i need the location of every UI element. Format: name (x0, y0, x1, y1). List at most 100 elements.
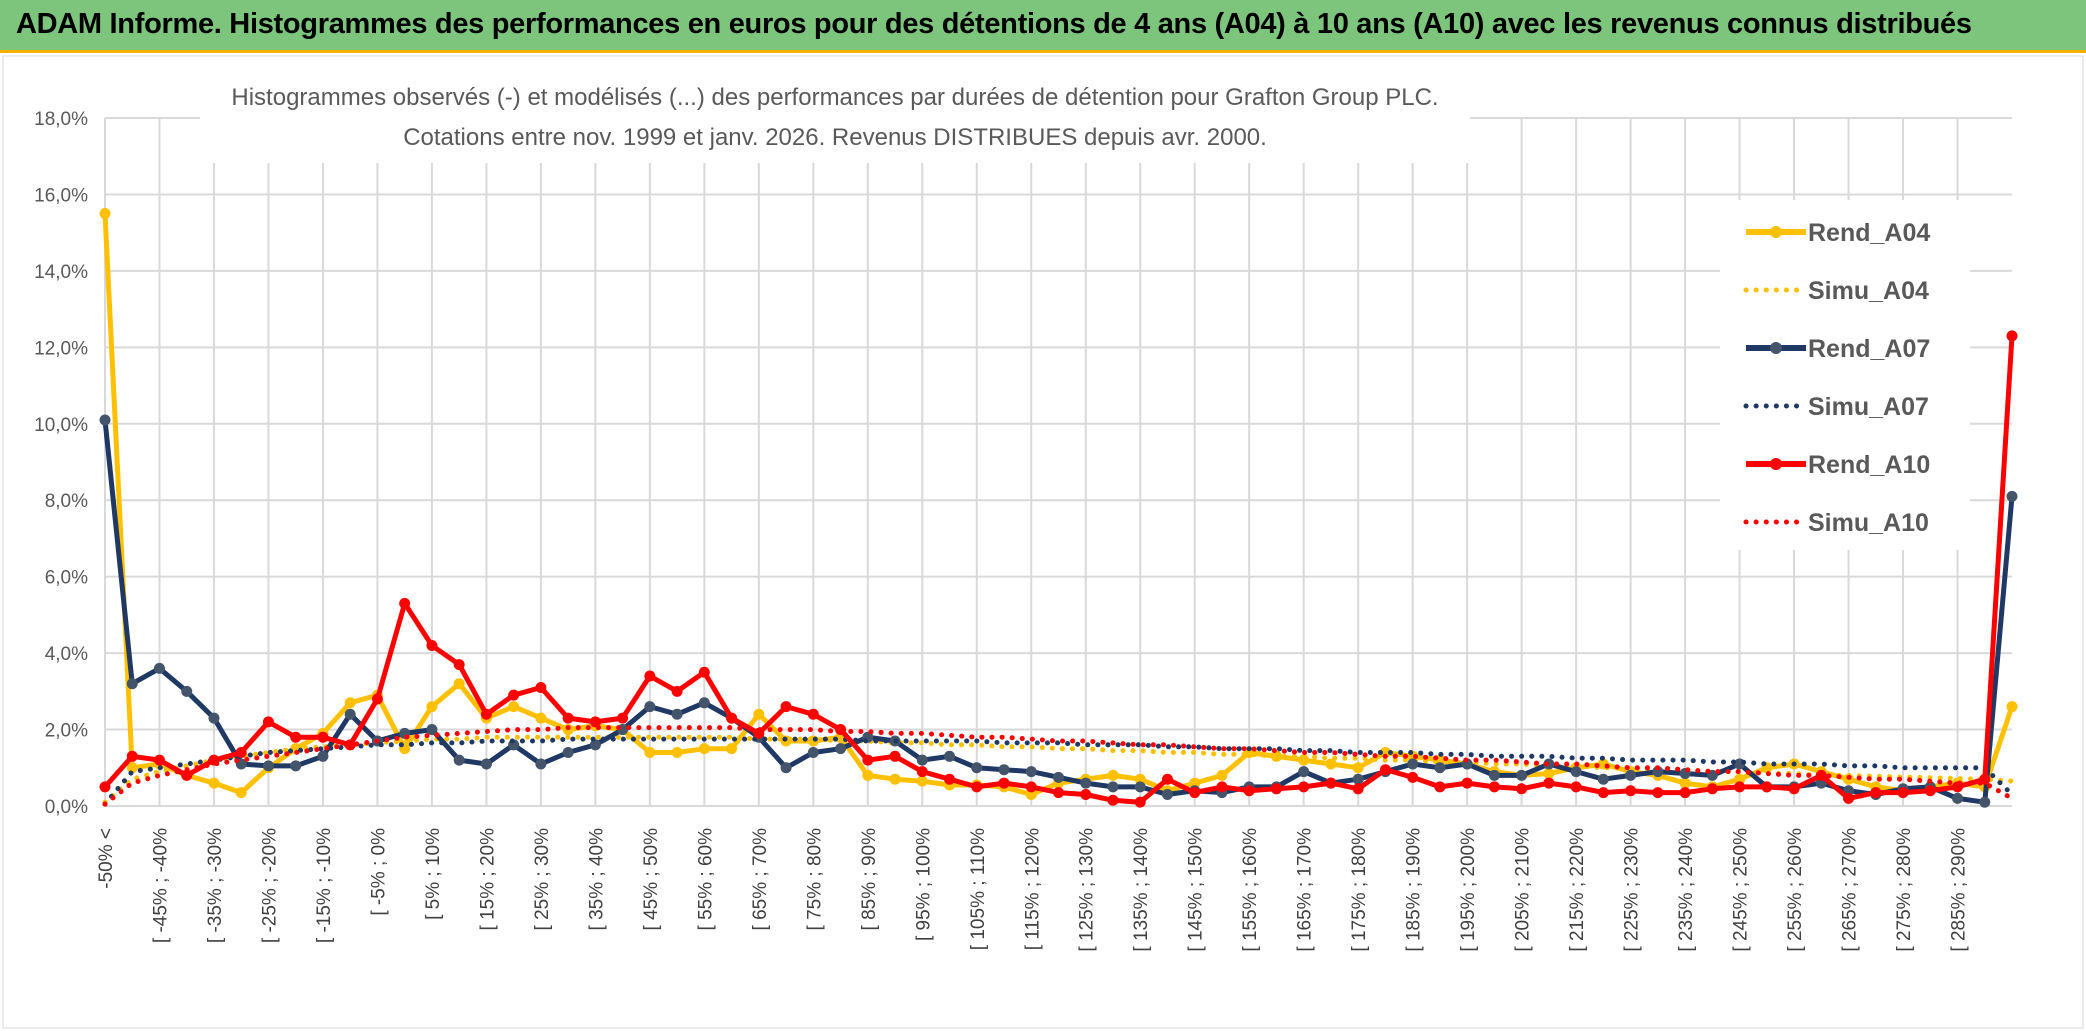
data-point-rend-a10 (426, 639, 438, 651)
data-point-rend-a04 (426, 701, 438, 713)
x-tick-label: [ 105% ; 110% (968, 828, 989, 950)
series-lines (99, 208, 2018, 808)
legend-label-rend-a07: Rend_A07 (1808, 335, 1930, 363)
data-point-rend-a10 (780, 701, 792, 713)
data-point-rend-a04 (1325, 758, 1337, 770)
data-point-rend-a10 (1243, 785, 1255, 797)
x-tick-label: [ 65% ; 70% (750, 828, 771, 931)
data-point-rend-a10 (671, 685, 683, 697)
data-point-rend-a10 (1298, 781, 1310, 793)
x-tick-label: [ 285% ; 290% (1949, 828, 1970, 952)
data-point-rend-a07 (1979, 796, 1991, 808)
y-tick-label: 2,0% (45, 721, 88, 742)
data-point-rend-a07 (2006, 490, 2018, 502)
y-tick-label: 0,0% (45, 797, 88, 818)
data-point-rend-a07 (998, 764, 1010, 776)
data-point-rend-a04 (99, 208, 111, 220)
x-tick-label: [ 115% ; 120% (1022, 828, 1043, 950)
x-tick-label: [ 35% ; 40% (586, 828, 607, 931)
data-point-rend-a10 (944, 773, 956, 785)
data-point-rend-a10 (1570, 781, 1582, 793)
chart-area-border (2, 55, 2084, 1029)
data-point-rend-a04 (1134, 773, 1146, 785)
data-point-rend-a07 (1597, 773, 1609, 785)
x-tick-label: [ 235% ; 240% (1676, 828, 1697, 952)
data-point-rend-a04 (235, 787, 247, 799)
legend-label-rend-a04: Rend_A04 (1808, 219, 1930, 247)
legend-label-rend-a10: Rend_A10 (1808, 451, 1930, 479)
x-tick-label: [ 195% ; 200% (1458, 828, 1479, 952)
data-point-rend-a04 (1025, 789, 1037, 801)
data-point-rend-a07 (1107, 781, 1119, 793)
legend: Rend_A04 Simu_A04 Rend_A07 Simu_A07 Rend_A10… (1720, 200, 1970, 550)
data-point-rend-a10 (971, 781, 983, 793)
x-tick-label: [ 125% ; 130% (1077, 828, 1098, 952)
legend-label-simu-a07: Simu_A07 (1808, 393, 1929, 421)
data-point-rend-a10 (1761, 781, 1773, 793)
data-point-rend-a07 (1080, 777, 1092, 789)
chart-title-box: Histogrammes observés (-) et modélisés (… (200, 75, 1470, 163)
report-title: ADAM Informe. Histogrammes des performan… (16, 8, 1972, 40)
data-point-rend-a10 (1843, 792, 1855, 804)
data-point-rend-a07 (562, 746, 574, 758)
x-tick-label: [ 155% ; 160% (1240, 828, 1261, 952)
report-banner: ADAM Informe. Histogrammes des performan… (0, 0, 2086, 53)
data-point-rend-a10 (371, 693, 383, 705)
y-tick-label: 4,0% (45, 644, 88, 665)
data-point-rend-a10 (589, 716, 601, 728)
data-point-rend-a10 (1652, 787, 1664, 799)
data-point-rend-a10 (1407, 771, 1419, 783)
data-point-rend-a10 (317, 731, 329, 743)
data-point-rend-a04 (2006, 701, 2018, 713)
legend-marker-rend-a10 (1770, 458, 1782, 470)
data-point-rend-a10 (1706, 783, 1718, 795)
gridlines (104, 117, 2012, 807)
data-point-rend-a10 (1134, 796, 1146, 808)
data-point-rend-a10 (726, 712, 738, 724)
data-point-rend-a04 (1543, 768, 1555, 780)
data-point-rend-a10 (1216, 781, 1228, 793)
data-point-rend-a07 (1407, 758, 1419, 770)
data-point-rend-a10 (2006, 330, 2018, 342)
data-point-rend-a10 (1488, 781, 1500, 793)
data-point-rend-a07 (480, 758, 492, 770)
data-point-rend-a07 (780, 762, 792, 774)
data-point-rend-a04 (1734, 773, 1746, 785)
data-point-rend-a10 (508, 689, 520, 701)
data-point-rend-a10 (1325, 777, 1337, 789)
data-point-rend-a10 (1434, 781, 1446, 793)
y-axis: 0,0% 2,0% 4,0% 6,0% 8,0% 10,0% 12,0% 14,0% 16,0%… (34, 109, 88, 818)
x-tick-label: [ 5% ; 10% (423, 828, 444, 920)
data-point-rend-a07 (426, 724, 438, 736)
legend-label-simu-a04: Simu_A04 (1808, 277, 1929, 305)
data-point-rend-a07 (317, 750, 329, 762)
data-point-rend-a04 (889, 773, 901, 785)
data-point-rend-a07 (1625, 769, 1637, 781)
chart-title-background (200, 75, 1470, 163)
data-point-rend-a10 (1924, 785, 1936, 797)
data-point-rend-a07 (181, 685, 193, 697)
x-tick-label: [ 75% ; 80% (804, 828, 825, 931)
data-point-rend-a07 (807, 746, 819, 758)
data-point-rend-a10 (617, 712, 629, 724)
data-point-rend-a04 (208, 777, 220, 789)
x-tick-label: [ -35% ; -30% (205, 828, 226, 943)
data-point-rend-a10 (1516, 783, 1528, 795)
data-point-rend-a10 (1543, 777, 1555, 789)
data-point-rend-a10 (889, 750, 901, 762)
data-point-rend-a07 (153, 662, 165, 674)
data-point-rend-a10 (153, 754, 165, 766)
data-point-rend-a07 (1025, 766, 1037, 778)
x-tick-label: [ 55% ; 60% (695, 828, 716, 931)
x-tick-label: [ 255% ; 260% (1785, 828, 1806, 952)
data-point-rend-a10 (807, 708, 819, 720)
data-point-rend-a07 (1952, 792, 1964, 804)
data-point-rend-a10 (1625, 785, 1637, 797)
y-tick-label: 16,0% (34, 185, 88, 206)
data-point-rend-a04 (126, 762, 138, 774)
data-point-rend-a07 (589, 739, 601, 751)
legend-label-simu-a10: Simu_A10 (1808, 509, 1929, 537)
data-point-rend-a10 (1734, 781, 1746, 793)
data-point-rend-a04 (1216, 769, 1228, 781)
